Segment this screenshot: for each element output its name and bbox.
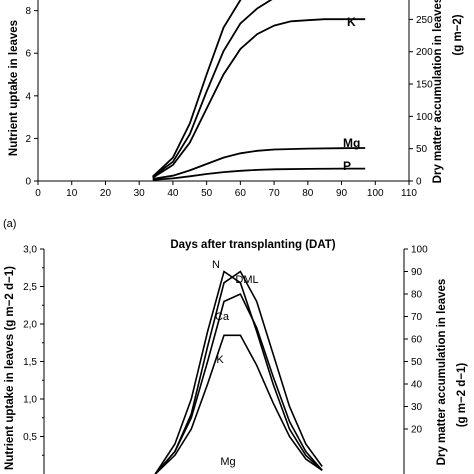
panel-b-y-tick-label-right: 60 bbox=[411, 335, 423, 346]
panel-b-series-label-n: N bbox=[212, 259, 220, 271]
panel-a-x-tick-label: 80 bbox=[302, 188, 314, 199]
panel-a-series-line-unlabeled bbox=[152, 0, 273, 178]
panel-a-series-line-k bbox=[152, 18, 366, 179]
panel-b-series-label-ca: Ca bbox=[215, 311, 230, 323]
panel-b-y-tick-label-right: 80 bbox=[411, 290, 423, 301]
panel-b-y-tick-label-right: 30 bbox=[411, 402, 423, 413]
panel-b-series-line-n bbox=[154, 270, 323, 474]
panel-a-y-axis-label-left: Nutrient uptake in leaves bbox=[8, 20, 20, 156]
panel-a-x-tick-label: 70 bbox=[269, 188, 281, 199]
panel-b-y-axis-label-left: Nutrient uptake in leaves (g m−2 d−1) bbox=[4, 266, 16, 470]
panel-b-y-tick-label-right: 40 bbox=[411, 380, 423, 391]
panel-a-y-tick-label-left: 8 bbox=[25, 6, 31, 17]
panel-a-y-tick-label-left: 6 bbox=[25, 49, 31, 60]
panel-b-y-axis-unit-right: (g m−2 d−1) bbox=[456, 363, 468, 428]
panel-b-y-tick-label-left: 1,0 bbox=[23, 395, 37, 406]
panel-a-y-axis-unit-right: (g m−2) bbox=[452, 14, 464, 55]
panel-a-y-tick-label-left: 4 bbox=[25, 91, 31, 102]
panel-b-series-label-mg: Mg bbox=[220, 456, 235, 468]
panel-a-y-tick-label-right: 200 bbox=[416, 47, 433, 58]
panel-b-series-label-k: K bbox=[216, 354, 224, 366]
panel-a-x-tick-label: 60 bbox=[235, 188, 247, 199]
panel-a-x-axis-label: Days after transplanting (DAT) bbox=[170, 239, 335, 251]
panel-b-y-tick-label-right: 100 bbox=[411, 245, 428, 256]
panel-b-y-tick-label-left: 0,5 bbox=[23, 432, 37, 443]
panel-b-chart: 0,5 1,0 1,5 2,0 2,5 3,0 20 30 40 50 60 70 80 90 100 N… bbox=[4, 245, 468, 474]
panel-a-series-line-mg bbox=[152, 147, 366, 180]
panel-a-x-tick-label: 30 bbox=[134, 188, 146, 199]
panel-a-x-tick-label: 0 bbox=[35, 188, 41, 199]
panel-a-y-tick-label-right: 100 bbox=[416, 112, 433, 123]
panel-b-series-line-dml bbox=[154, 270, 323, 474]
panel-b-y-axis-label-right: Dry matter accumulation in leaves bbox=[436, 279, 448, 466]
panel-a-y-tick-label-right: 150 bbox=[416, 80, 433, 91]
panel-a-series-line-p bbox=[152, 167, 366, 181]
panel-a-y-axis-label-right: Dry matter accumulation in leaves bbox=[432, 0, 444, 183]
panel-a-series-line-unlabeled bbox=[152, 0, 242, 178]
panel-b-y-tick-label-left: 2,0 bbox=[23, 320, 37, 331]
panel-b-series-line-k bbox=[154, 334, 323, 474]
panel-b-y-tick-label-left: 3,0 bbox=[23, 245, 37, 256]
panel-a-series-label-p: P bbox=[343, 159, 351, 173]
panel-b-y-tick-label-right: 70 bbox=[411, 312, 423, 323]
panel-b-y-tick-label-right: 50 bbox=[411, 357, 423, 368]
panel-a-y-tick-label-left: 0 bbox=[25, 177, 31, 188]
panel-a-x-tick-label: 90 bbox=[336, 188, 348, 199]
panel-a-x-tick-label: 110 bbox=[401, 188, 417, 199]
panel-b-y-tick-label-right: 90 bbox=[411, 267, 423, 278]
panel-a-y-tick-label-right: 50 bbox=[416, 144, 428, 155]
panel-a-chart: 0 10 20 30 40 50 60 70 80 90 100 110 0 2 4 6 8 0 50 100 15… bbox=[3, 0, 464, 251]
panel-b-series-line-ca bbox=[154, 292, 323, 474]
panel-a-y-tick-label-right: 250 bbox=[416, 15, 433, 26]
panel-a-x-tick-label: 100 bbox=[367, 188, 384, 199]
panel-a-x-tick-label: 40 bbox=[167, 188, 179, 199]
panel-b-y-tick-label-left: 2,5 bbox=[23, 282, 37, 293]
panel-a-series-label-k: K bbox=[347, 15, 356, 29]
panel-b-y-tick-label-left: 1,5 bbox=[23, 357, 37, 368]
panel-a-y-tick-label-left: 2 bbox=[25, 134, 31, 145]
panel-a-y-tick-label-right: 0 bbox=[416, 177, 422, 188]
panel-a-series-label-mg: Mg bbox=[343, 136, 360, 150]
panel-a-x-tick-label: 20 bbox=[100, 188, 112, 199]
panel-a-label: (a) bbox=[3, 218, 16, 230]
panel-a-x-tick-label: 50 bbox=[201, 188, 213, 199]
panel-b-series-label-dml: DML bbox=[235, 274, 258, 286]
panel-a-x-tick-label: 10 bbox=[66, 188, 78, 199]
panel-b-y-tick-label-right: 20 bbox=[411, 425, 423, 436]
